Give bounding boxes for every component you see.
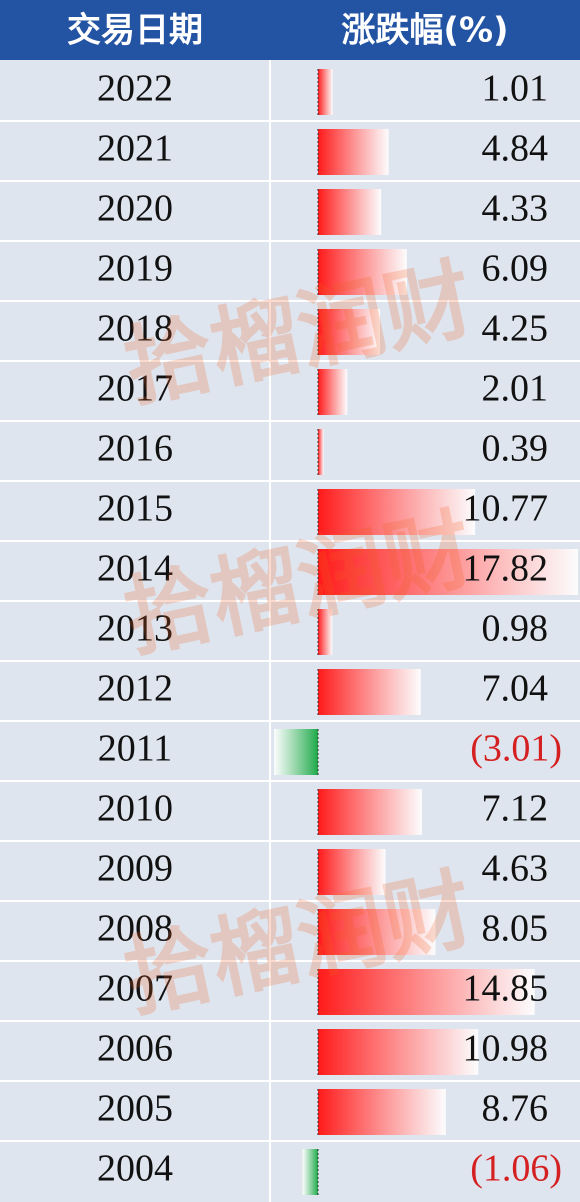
year-label: 2009 bbox=[97, 848, 173, 890]
value-label: 6.09 bbox=[482, 248, 549, 290]
year-label: 2019 bbox=[97, 248, 173, 290]
year-label: 2018 bbox=[97, 308, 173, 350]
value-label: 4.63 bbox=[482, 848, 549, 890]
data-bar bbox=[318, 549, 578, 595]
data-bar bbox=[318, 669, 421, 715]
value-label: 10.77 bbox=[463, 488, 549, 530]
value-label: 4.25 bbox=[482, 308, 549, 350]
header-change: 涨跌幅(%) bbox=[341, 11, 508, 51]
data-bar bbox=[318, 969, 535, 1015]
year-label: 2021 bbox=[97, 128, 173, 170]
value-label: 1.01 bbox=[482, 68, 549, 110]
year-label: 2012 bbox=[97, 668, 173, 710]
value-label: 4.84 bbox=[482, 128, 549, 170]
data-bar bbox=[318, 789, 422, 835]
data-bar bbox=[318, 369, 348, 415]
year-label: 2016 bbox=[97, 428, 173, 470]
value-label: 0.98 bbox=[482, 608, 549, 650]
year-label: 2006 bbox=[97, 1028, 173, 1070]
year-label: 2022 bbox=[97, 68, 173, 110]
value-label: 0.39 bbox=[482, 428, 549, 470]
value-label: 14.85 bbox=[463, 968, 549, 1010]
header-date: 交易日期 bbox=[67, 11, 203, 51]
value-label: 7.04 bbox=[482, 668, 549, 710]
value-label: 4.33 bbox=[482, 188, 549, 230]
year-label: 2014 bbox=[97, 548, 173, 590]
value-label: (1.06) bbox=[470, 1148, 562, 1190]
data-bar bbox=[318, 429, 324, 475]
year-label: 2015 bbox=[97, 488, 173, 530]
year-label: 2011 bbox=[98, 728, 173, 770]
data-bar bbox=[318, 609, 333, 655]
data-bar bbox=[318, 69, 333, 115]
year-label: 2005 bbox=[97, 1088, 173, 1130]
data-bar bbox=[318, 1029, 479, 1075]
data-bar bbox=[318, 849, 386, 895]
value-label: 8.05 bbox=[482, 908, 549, 950]
data-bar bbox=[318, 909, 436, 955]
data-bar bbox=[318, 129, 389, 175]
year-label: 2010 bbox=[97, 788, 173, 830]
data-bar bbox=[318, 309, 381, 355]
value-label: 10.98 bbox=[463, 1028, 549, 1070]
year-label: 2017 bbox=[97, 368, 173, 410]
value-label: 8.76 bbox=[482, 1088, 549, 1130]
value-label: 7.12 bbox=[482, 788, 549, 830]
value-label: 2.01 bbox=[482, 368, 549, 410]
value-label: 17.82 bbox=[463, 548, 549, 590]
header-bg bbox=[0, 0, 580, 60]
year-label: 2020 bbox=[97, 188, 173, 230]
year-label: 2013 bbox=[97, 608, 173, 650]
data-bar bbox=[318, 489, 476, 535]
year-label: 2007 bbox=[97, 968, 173, 1010]
data-bar bbox=[318, 249, 407, 295]
value-label: (3.01) bbox=[470, 728, 562, 770]
data-bar bbox=[318, 1089, 446, 1135]
year-label: 2008 bbox=[97, 908, 173, 950]
data-bar bbox=[274, 729, 318, 775]
data-bar bbox=[302, 1149, 318, 1195]
year-label: 2004 bbox=[97, 1148, 173, 1190]
data-bar bbox=[318, 189, 382, 235]
